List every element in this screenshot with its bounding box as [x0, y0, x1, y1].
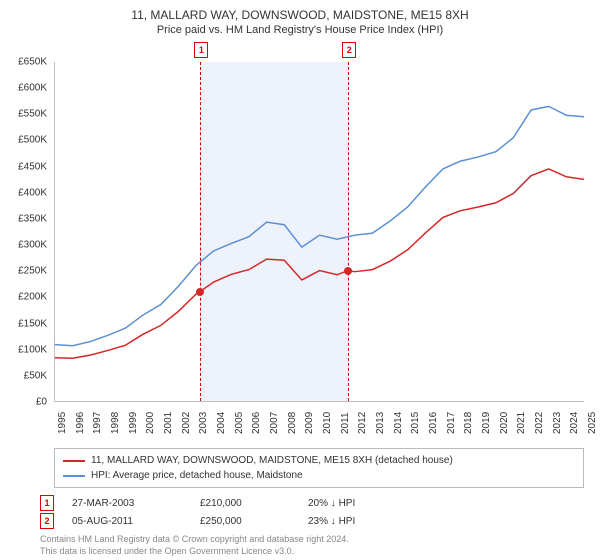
x-tick-label: 2025 — [587, 412, 598, 434]
title-block: 11, MALLARD WAY, DOWNSWOOD, MAIDSTONE, M… — [0, 8, 600, 36]
sale-diff: 20% ↓ HPI — [308, 498, 398, 509]
x-tick-label: 2001 — [163, 412, 174, 434]
x-tick-label: 2019 — [481, 412, 492, 434]
sale-date: 05-AUG-2011 — [72, 516, 182, 527]
x-tick-label: 2003 — [198, 412, 209, 434]
series-svg — [55, 62, 584, 401]
y-tick-label: £350K — [18, 213, 47, 224]
x-tick-label: 2024 — [569, 412, 580, 434]
sale-price: £210,000 — [200, 498, 290, 509]
y-tick-label: £50K — [24, 370, 47, 381]
sale-marker-label: 2 — [342, 42, 356, 58]
legend-item: HPI: Average price, detached house, Maid… — [63, 468, 575, 483]
sale-diff: 23% ↓ HPI — [308, 516, 398, 527]
x-tick-label: 2020 — [499, 412, 510, 434]
y-tick-label: £0 — [36, 397, 47, 408]
legend-swatch — [63, 460, 85, 462]
plot-area: £0£50K£100K£150K£200K£250K£300K£350K£400… — [54, 62, 584, 402]
y-tick-label: £200K — [18, 292, 47, 303]
y-tick-label: £450K — [18, 161, 47, 172]
legend-item: 11, MALLARD WAY, DOWNSWOOD, MAIDSTONE, M… — [63, 453, 575, 468]
legend-label: HPI: Average price, detached house, Maid… — [91, 470, 303, 481]
sale-vline — [200, 62, 201, 401]
x-tick-label: 2005 — [234, 412, 245, 434]
y-tick-label: £600K — [18, 83, 47, 94]
sale-marker-label: 1 — [194, 42, 208, 58]
x-tick-label: 2010 — [322, 412, 333, 434]
x-tick-label: 2021 — [516, 412, 527, 434]
x-tick-label: 2018 — [463, 412, 474, 434]
chart-title: 11, MALLARD WAY, DOWNSWOOD, MAIDSTONE, M… — [0, 8, 600, 22]
attribution: Contains HM Land Registry data © Crown c… — [40, 534, 584, 557]
y-tick-label: £250K — [18, 266, 47, 277]
x-tick-label: 2011 — [340, 412, 351, 434]
x-tick-label: 1997 — [92, 412, 103, 434]
x-tick-label: 2016 — [428, 412, 439, 434]
x-tick-label: 2009 — [304, 412, 315, 434]
y-axis: £0£50K£100K£150K£200K£250K£300K£350K£400… — [1, 62, 51, 401]
sale-date: 27-MAR-2003 — [72, 498, 182, 509]
y-tick-label: £300K — [18, 240, 47, 251]
attribution-line: This data is licensed under the Open Gov… — [40, 546, 584, 558]
chart-subtitle: Price paid vs. HM Land Registry's House … — [0, 24, 600, 36]
x-tick-label: 2022 — [534, 412, 545, 434]
x-tick-label: 2008 — [287, 412, 298, 434]
series-line-hpi — [55, 106, 584, 345]
x-tick-label: 2006 — [251, 412, 262, 434]
chart-container: 11, MALLARD WAY, DOWNSWOOD, MAIDSTONE, M… — [0, 0, 600, 560]
sale-marker: 2 — [40, 513, 54, 529]
x-tick-label: 1998 — [110, 412, 121, 434]
x-tick-label: 2017 — [446, 412, 457, 434]
legend: 11, MALLARD WAY, DOWNSWOOD, MAIDSTONE, M… — [54, 448, 584, 488]
legend-swatch — [63, 475, 85, 477]
x-tick-label: 2002 — [181, 412, 192, 434]
sale-row: 1 27-MAR-2003 £210,000 20% ↓ HPI — [40, 494, 584, 512]
sale-point — [196, 288, 204, 296]
series-line-property — [55, 169, 584, 358]
y-tick-label: £400K — [18, 187, 47, 198]
y-tick-label: £150K — [18, 318, 47, 329]
x-tick-label: 2014 — [393, 412, 404, 434]
x-tick-label: 2000 — [145, 412, 156, 434]
sale-vline — [348, 62, 349, 401]
x-axis: 1995 1996 1997 1998 1999 2000 2001 2002 2003 2004… — [54, 402, 584, 442]
sale-marker: 1 — [40, 495, 54, 511]
x-tick-label: 2004 — [216, 412, 227, 434]
sale-row: 2 05-AUG-2011 £250,000 23% ↓ HPI — [40, 512, 584, 530]
x-tick-label: 1995 — [57, 412, 68, 434]
y-tick-label: £100K — [18, 344, 47, 355]
x-tick-label: 2007 — [269, 412, 280, 434]
x-tick-label: 2023 — [552, 412, 563, 434]
x-tick-label: 2015 — [410, 412, 421, 434]
sale-point — [344, 267, 352, 275]
attribution-line: Contains HM Land Registry data © Crown c… — [40, 534, 584, 546]
sale-price: £250,000 — [200, 516, 290, 527]
y-tick-label: £500K — [18, 135, 47, 146]
x-tick-label: 2012 — [357, 412, 368, 434]
legend-label: 11, MALLARD WAY, DOWNSWOOD, MAIDSTONE, M… — [91, 455, 453, 466]
sales-table: 1 27-MAR-2003 £210,000 20% ↓ HPI 2 05-AUG-201… — [40, 494, 584, 530]
x-tick-label: 1999 — [128, 412, 139, 434]
x-tick-label: 2013 — [375, 412, 386, 434]
x-tick-label: 1996 — [75, 412, 86, 434]
y-tick-label: £550K — [18, 109, 47, 120]
y-tick-label: £650K — [18, 57, 47, 68]
